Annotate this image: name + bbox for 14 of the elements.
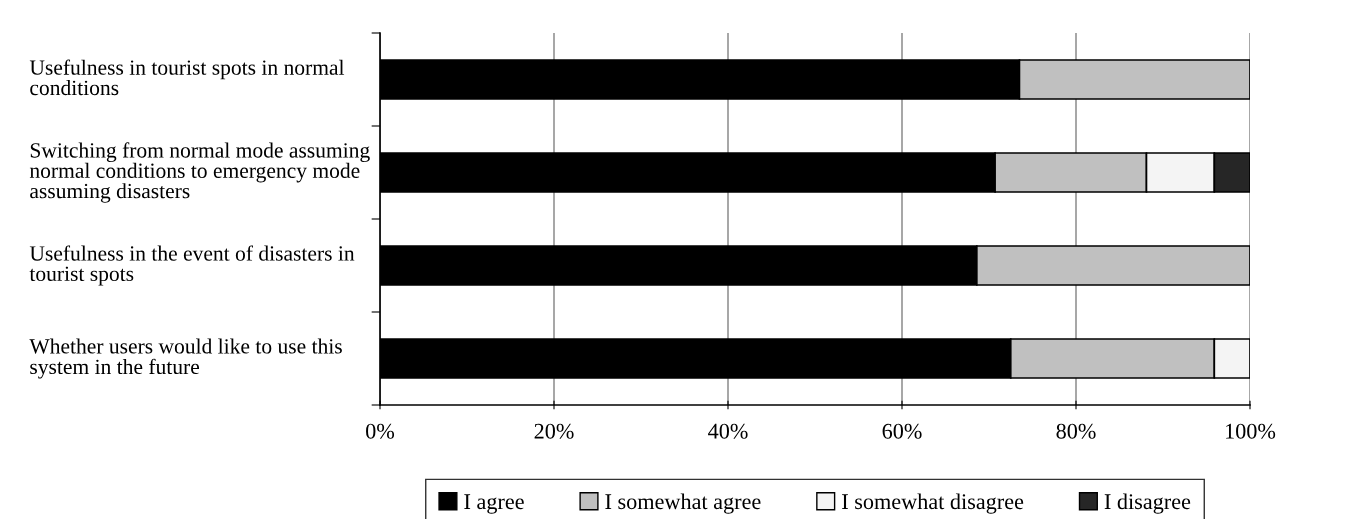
legend-label: I disagree xyxy=(1104,493,1191,514)
y-tick-label: Switching from normal mode assuming normal conditions to emergency mode assuming disasters xyxy=(29,142,370,203)
x-tick-label: 60% xyxy=(882,423,922,439)
x-tick-label: 100% xyxy=(1226,423,1276,439)
x-tick-label: 40% xyxy=(708,423,748,439)
x-tick-label: 20% xyxy=(534,423,574,439)
x-tick-label: 80% xyxy=(1056,423,1096,439)
legend-label: I agree xyxy=(464,494,524,514)
y-tick-label: Usefulness in the event of disasters in tourist spots xyxy=(29,245,355,286)
y-tick-label: Usefulness in tourist spots in normal conditions xyxy=(29,59,345,96)
x-tick-label: 0% xyxy=(366,423,395,439)
y-tick-label: Whether users would like to use this system in the future xyxy=(29,338,342,379)
legend-label: I somewhat agree xyxy=(605,493,761,514)
legend-label: I somewhat disagree xyxy=(842,493,1024,514)
